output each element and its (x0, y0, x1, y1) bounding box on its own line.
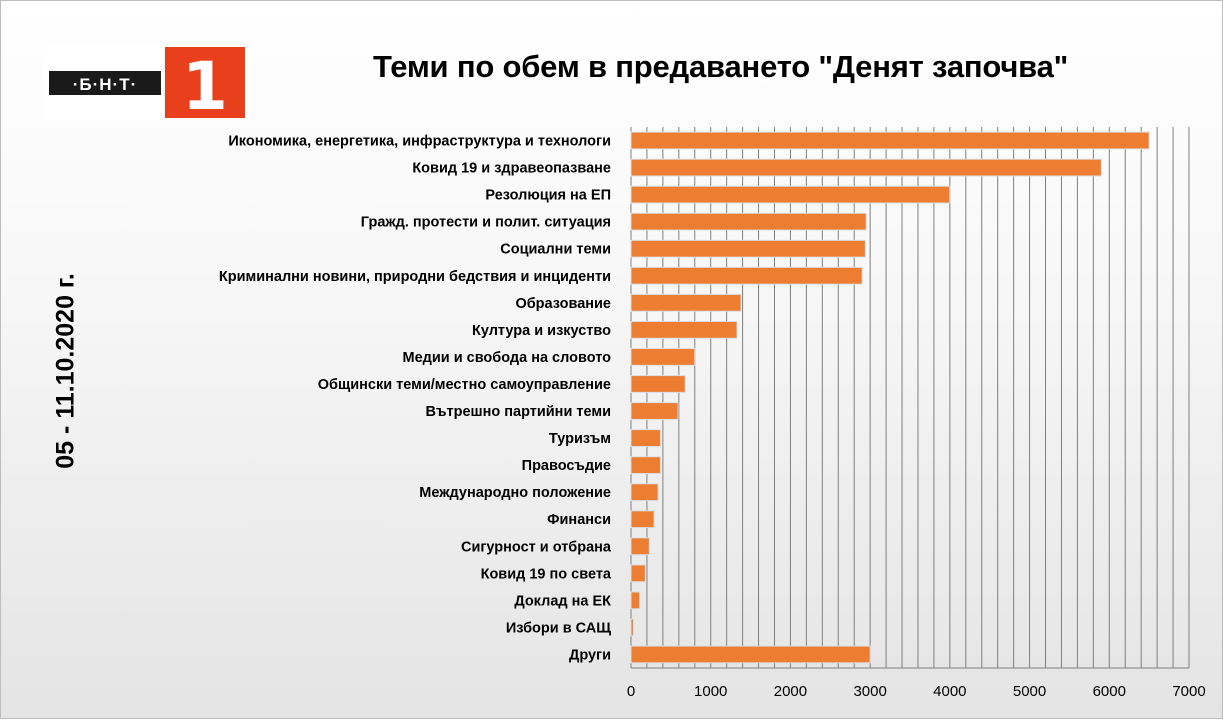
category-label: Международно положение (419, 485, 611, 501)
x-tick-label: 4000 (933, 683, 966, 700)
category-label: Ковид 19 по света (481, 566, 612, 582)
x-tick-label: 6000 (1093, 683, 1126, 700)
category-label: Криминални новини, природни бедствия и и… (219, 269, 611, 285)
bar (630, 375, 686, 393)
bar (630, 564, 646, 583)
bar (630, 456, 661, 475)
bar (630, 320, 738, 339)
bar (630, 266, 863, 285)
bar (630, 158, 1102, 177)
category-label: Икономика, енергетика, инфраструктура и … (228, 134, 611, 150)
category-label: Култура и изкуство (472, 323, 611, 339)
category-labels: Икономика, енергетика, инфраструктура и … (219, 134, 612, 664)
bar (630, 348, 696, 366)
bnt1-logo: ·Б·Н·Т· 1 (43, 45, 250, 120)
bar (630, 429, 661, 447)
logo-text: ·Б·Н·Т· (73, 75, 138, 94)
bar (630, 185, 951, 204)
x-tick-label: 3000 (853, 683, 886, 700)
x-tick-label: 7000 (1172, 683, 1205, 700)
category-label: Ковид 19 и здравеопазване (412, 161, 611, 177)
category-label: Гражд. протести и полит. ситуация (361, 215, 611, 231)
x-tick-label: 0 (627, 683, 635, 700)
category-label: Социални теми (500, 242, 611, 258)
bar (630, 293, 742, 312)
gridlines (630, 127, 1190, 669)
category-label: Финанси (547, 512, 611, 528)
category-label: Медии и свобода на словото (403, 350, 612, 366)
category-label: Туризъм (549, 431, 611, 447)
x-tick-labels: 0 1000 2000 3000 4000 5000 6000 7000 (627, 683, 1206, 700)
category-label: Образование (515, 296, 611, 312)
chart-title: Теми по обем в предаването "Денят започв… (373, 49, 1069, 84)
category-label: Доклад на ЕК (514, 593, 611, 609)
category-label: Избори в САЩ (506, 620, 611, 636)
bars (630, 131, 1150, 664)
bar (630, 591, 641, 610)
bar (630, 618, 634, 637)
logo-number: 1 (182, 48, 228, 120)
x-tick-label: 1000 (694, 683, 727, 700)
x-tick-label: 2000 (774, 683, 807, 700)
category-label: Други (569, 647, 611, 663)
category-label: Правосъдие (522, 458, 611, 474)
category-label: Резолюция на ЕП (485, 188, 611, 204)
category-label: Вътрешно партийни теми (425, 404, 611, 420)
x-tick-label: 5000 (1013, 683, 1046, 700)
category-label: Сигурност и отбрана (461, 539, 612, 555)
bar (630, 645, 871, 664)
bar (630, 483, 659, 502)
bar (630, 131, 1150, 150)
bar (630, 212, 867, 231)
category-label: Общински теми/местно самоуправление (318, 377, 611, 393)
bar (630, 510, 655, 529)
bar (630, 402, 679, 420)
bar (630, 239, 866, 258)
bar (630, 537, 650, 556)
